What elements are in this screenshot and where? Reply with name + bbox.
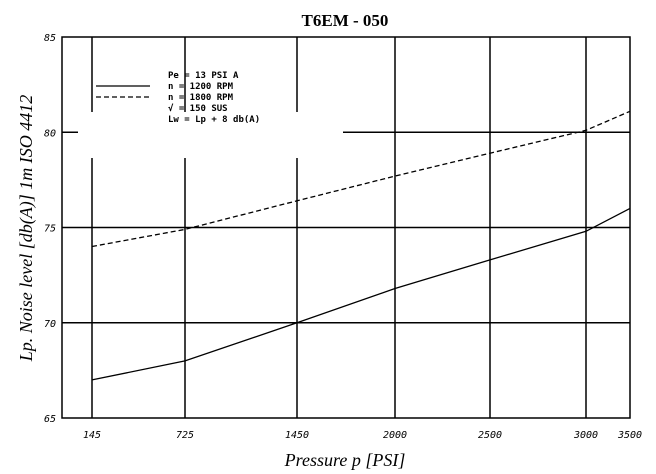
y-tick-label: 85 [44, 33, 56, 44]
grid [61, 36, 631, 419]
y-tick-label: 75 [44, 224, 56, 235]
tick-labels: 145 725 1450 2000 2500 3000 3500 65 70 75 80 85 [44, 33, 642, 441]
y-tick-label: 80 [44, 128, 56, 139]
x-tick-label: 145 [83, 430, 101, 441]
x-tick-label: 3500 [617, 430, 642, 441]
legend-box [78, 112, 343, 158]
x-tick-label: 1450 [285, 430, 309, 441]
legend-entry: n = 1800 RPM [168, 93, 234, 103]
legend-entry: Lw = Lp + 8 db(A) [168, 115, 260, 125]
x-tick-label: 2500 [478, 430, 502, 441]
legend-entry: n = 1200 RPM [168, 82, 234, 92]
y-tick-label: 65 [44, 414, 56, 425]
x-tick-label: 725 [176, 430, 194, 441]
x-tick-label: 3000 [573, 430, 598, 441]
legend-entry: √ = 150 SUS [168, 103, 228, 114]
y-tick-label: 70 [44, 319, 56, 330]
x-axis-label: Pressure p [PSI] [284, 450, 406, 470]
x-tick-label: 2000 [383, 430, 407, 441]
series-lines [91, 110, 631, 381]
y-axis-label: Lp. Noise level [db(A)] 1m ISO 4412 [16, 95, 37, 362]
series-line-1200rpm [91, 207, 631, 381]
chart-title: T6EM - 050 [302, 11, 389, 30]
series-line-1800rpm [91, 110, 631, 248]
legend-entry: Pe = 13 PSI A [168, 71, 239, 81]
